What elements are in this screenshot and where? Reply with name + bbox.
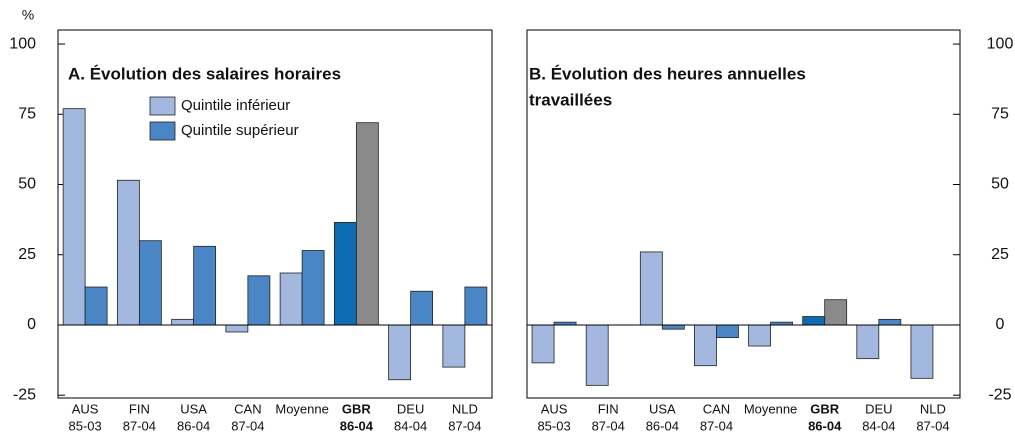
bar [802, 316, 826, 326]
x-tick-sublabel: 86-04 [808, 418, 842, 433]
x-tick-label: DEU [865, 401, 892, 416]
legend-label: Quintile supérieur [181, 122, 299, 139]
x-tick-label: CAN [703, 401, 730, 416]
y-tick-label: 100 [9, 35, 36, 52]
bar [193, 245, 217, 326]
bar [694, 324, 717, 367]
x-tick-sublabel: 86-04 [340, 418, 374, 433]
bar [62, 108, 86, 326]
y-axis-label: % [22, 7, 34, 23]
bar [878, 318, 902, 326]
legend-swatch [149, 121, 176, 141]
x-tick-label: GBR [342, 401, 372, 416]
y-tick-label: 100 [987, 35, 1014, 52]
bar [464, 286, 488, 326]
bar [138, 240, 162, 326]
x-tick-sublabel: 84-04 [862, 418, 895, 433]
plot-frame [57, 29, 493, 399]
y-tick-label: -25 [13, 386, 36, 403]
x-tick-sublabel: 85-03 [537, 418, 570, 433]
y-tick-label: 75 [18, 105, 36, 122]
bar [84, 286, 108, 326]
y-tick-label: -25 [988, 386, 1011, 403]
x-tick-label: FIN [129, 401, 150, 416]
x-tick-sublabel: 86-04 [646, 418, 679, 433]
y-tick-label: 75 [991, 105, 1009, 122]
y-tick-label: 0 [996, 316, 1005, 333]
x-tick-sublabel: 87-04 [916, 418, 949, 433]
x-tick-sublabel: 85-03 [69, 418, 102, 433]
x-tick-label: NLD [920, 401, 946, 416]
x-tick-label: DEU [397, 401, 424, 416]
x-tick-label: GBR [810, 401, 840, 416]
chart-title: travaillées [529, 90, 612, 109]
bar [225, 324, 249, 333]
bar [748, 324, 771, 347]
bar [716, 324, 739, 339]
bar [279, 272, 303, 326]
chart-title: A. Évolution des salaires horaires [68, 64, 341, 83]
x-tick-label: NLD [452, 401, 478, 416]
x-tick-label: CAN [234, 401, 261, 416]
bar [661, 324, 685, 330]
x-tick-sublabel: 87-04 [231, 418, 264, 433]
x-tick-label: Moyenne [275, 401, 328, 416]
bar [910, 324, 934, 379]
x-tick-label: USA [649, 401, 676, 416]
bar [585, 324, 609, 386]
bar [247, 275, 271, 326]
bar [388, 324, 412, 381]
bar [355, 122, 379, 326]
x-tick-sublabel: 86-04 [177, 418, 210, 433]
bar [410, 290, 434, 326]
x-tick-label: Moyenne [744, 401, 797, 416]
y-tick-label: 50 [18, 176, 36, 193]
bar [116, 179, 140, 326]
bar [171, 318, 195, 326]
y-tick-label: 25 [18, 246, 36, 263]
x-tick-sublabel: 87-04 [592, 418, 625, 433]
x-tick-sublabel: 87-04 [123, 418, 156, 433]
legend-label: Quintile inférieur [181, 97, 290, 114]
bar [442, 324, 466, 368]
bar [824, 299, 848, 326]
plot-frame [526, 29, 961, 399]
legend-swatch [149, 96, 176, 116]
x-tick-sublabel: 87-04 [700, 418, 733, 433]
y-tick-label: 50 [991, 176, 1009, 193]
x-tick-label: AUS [541, 401, 568, 416]
x-tick-label: AUS [72, 401, 99, 416]
bar [301, 250, 325, 326]
x-tick-sublabel: 84-04 [394, 418, 427, 433]
bar [856, 324, 880, 360]
y-tick-label: 0 [27, 316, 36, 333]
x-tick-sublabel: 87-04 [448, 418, 481, 433]
x-tick-label: USA [180, 401, 207, 416]
bar [639, 251, 663, 326]
bar [531, 324, 555, 364]
bar [333, 222, 357, 326]
y-tick-label: 25 [991, 246, 1009, 263]
x-tick-label: FIN [598, 401, 619, 416]
chart-title: B. Évolution des heures annuelles [529, 64, 806, 83]
